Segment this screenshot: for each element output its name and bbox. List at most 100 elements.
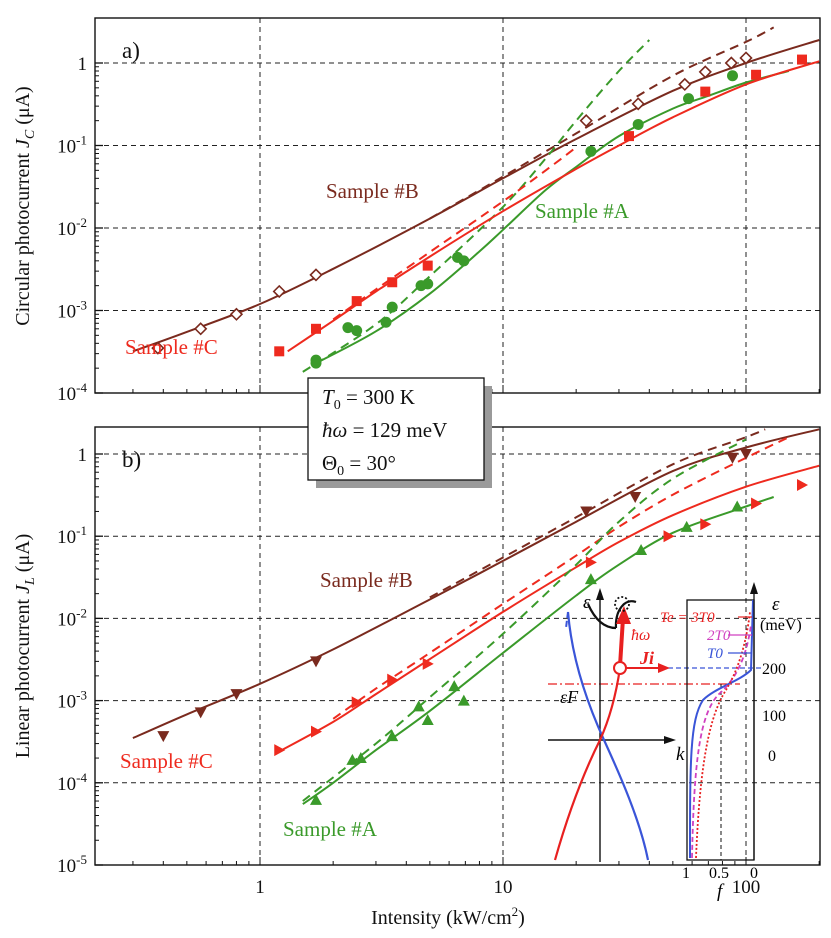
y-tick-label-b: 10-3 [57,688,87,713]
inset-f-curve-2t0 [691,624,752,859]
marker-a-sample-b [631,97,645,111]
fit-solid-b-sample-c [278,464,820,753]
marker-b-sample-c [422,657,434,670]
marker-b-sample-a [448,680,461,692]
fit-dashed-a-sample-b [429,26,775,220]
y-axis-label-a-unit: (μA) [12,86,34,130]
y-ticks-b: 1 10-1 10-2 10-3 10-4 10-5 [57,445,820,877]
param-hw: ħω = 129 meV [322,418,447,442]
marker-b-sample-b [580,506,593,518]
fit-dashed-a-sample-a [302,39,651,373]
marker-a-sample-b [229,307,244,321]
inset-right-tick-200: 200 [762,661,786,678]
marker-a-sample-c [387,277,398,288]
inset-excited-electron [614,596,630,612]
series-label-b-sample-a: Sample #A [283,817,378,841]
marker-b-sample-c [387,673,399,686]
marker-a-sample-c [310,323,321,334]
marker-a-sample-a [585,145,597,157]
y-tick-label-a: 10-3 [57,298,87,323]
inset-right-tick-100: 100 [762,708,786,725]
marker-a-sample-c [751,69,762,80]
panel-b: 1 10-1 10-2 10-3 10-4 10-5 b) Sample #B Sampl… [12,426,821,902]
marker-b-sample-b [740,449,752,460]
marker-b-sample-a [421,714,434,726]
marker-a-sample-b [739,51,753,65]
grid-a [95,18,820,393]
marker-b-sample-a [354,752,367,764]
marker-b-sample-a [386,730,399,742]
y-tick-label-a: 1 [78,54,88,75]
inset-energy-axis-arrow-icon [596,588,604,600]
series-label-a-sample-c: Sample #C [125,335,218,359]
inset-f-tick-1: 1 [682,865,690,882]
y-tick-label-b: 10-1 [57,523,87,548]
y-axis-label-b-sym: J [12,584,34,594]
inset-f-curve-t0 [689,599,754,859]
inset-right-tick-0: 0 [768,748,776,765]
marker-a-sample-a [386,301,398,313]
inset-te-label-3t0: Te = 3T0 [660,610,715,626]
x-axis-label: Intensity (kW/cm2) [371,904,525,929]
marker-a-sample-a [351,325,363,337]
inset-red-band [553,667,622,861]
inset-f-tick-05: 0.5 [709,865,729,882]
marker-b-sample-b [194,707,207,719]
marker-a-sample-a [458,255,470,267]
y-tick-label-b: 10-4 [57,770,87,795]
parameters-box-frame [307,377,485,481]
marker-a-sample-c [623,131,634,142]
parameters-box: T0 = 300 K ħω = 129 meV Θ0 = 30° [307,377,492,488]
marker-a-sample-b [151,341,165,355]
y-axis-label-a-sym: J [12,138,34,148]
panel-a: 1 10-1 10-2 10-3 10-4 a) Sample #B Sample #A… [12,17,821,405]
inset-f-label: f [717,881,725,902]
x-ticks: 1 10 100 [255,877,760,898]
inset-hole-circle [613,661,627,675]
inset-blue-band [566,611,650,861]
marker-a-sample-a [422,278,434,290]
param-t0: T0 = 300 K [322,385,415,413]
x-axis-label-prefix: Intensity (kW/cm [371,907,512,929]
marker-a-sample-a [727,70,739,82]
inset-upper-cone [614,600,637,629]
marker-b-sample-a [457,694,470,706]
inset-f-curve-3t0 [695,611,751,859]
series-label-b-sample-c: Sample #C [120,749,213,773]
marker-a-sample-c [351,296,362,307]
marker-a-sample-a [683,93,695,105]
inset-excitation-arrow [618,617,625,667]
inset-band-diagram: ε k εF ħω Ji Te = 3T0 2T0 T0 ε (meV) 200… [548,582,802,902]
inset-right-axis-label: ε [772,594,780,615]
markers-b [157,449,808,805]
y-tick-label-b: 10-5 [57,852,87,877]
marker-b-sample-c [585,556,597,569]
x-axis-label-suffix: ) [518,907,525,929]
marker-b-sample-c [700,518,712,531]
inset-f-tick-0: 0 [750,865,758,882]
marker-a-sample-c [274,346,285,357]
fit-dashed-b-sample-a [302,438,747,802]
inset-k-label: k [676,744,685,765]
marker-a-sample-a [310,357,322,369]
marker-b-sample-c [663,530,675,543]
marker-b-sample-b [230,689,243,701]
y-axis-label-b: Linear photocurrent JL (μA) [12,534,38,759]
marker-a-sample-a [380,316,392,328]
inset-hw-label: ħω [631,627,650,644]
y-axis-label-b-main: Linear photocurrent [12,594,34,758]
marker-a-sample-b [194,322,208,336]
inset-excitation-arrow-head-icon [616,606,631,624]
marker-b-sample-b [629,491,642,503]
panel-label-a: a) [122,38,140,63]
marker-b-sample-a [584,573,597,585]
inset-j-label: Ji [639,648,654,668]
marker-b-sample-c [310,725,322,738]
marker-a-sample-b [309,268,323,282]
inset-right-axis-arrow-icon [750,582,758,594]
marker-a-sample-b [272,284,286,299]
marker-b-sample-c [796,478,808,491]
marker-b-sample-a [731,500,744,512]
x-axis-label-sup: 2 [512,904,519,919]
